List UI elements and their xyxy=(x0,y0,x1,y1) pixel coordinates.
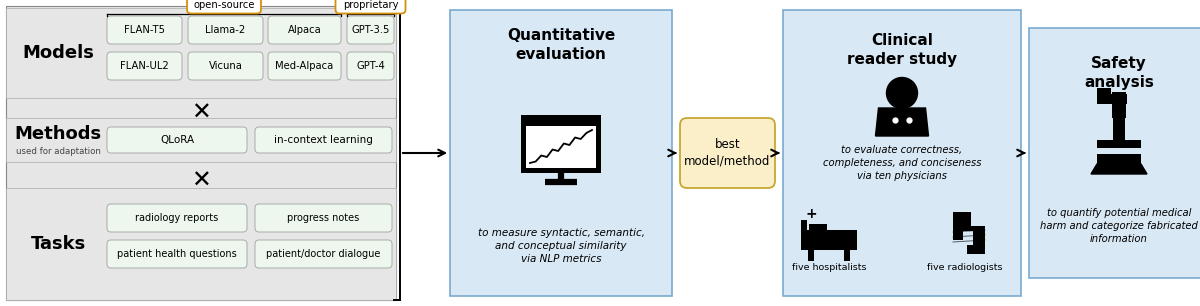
Bar xyxy=(808,249,814,261)
Text: GPT-3.5: GPT-3.5 xyxy=(352,25,390,35)
Text: Llama-2: Llama-2 xyxy=(205,25,246,35)
Text: five radiologists: five radiologists xyxy=(928,263,1003,273)
Text: best
model/method: best model/method xyxy=(684,138,770,168)
FancyBboxPatch shape xyxy=(188,52,263,80)
FancyBboxPatch shape xyxy=(187,0,262,13)
Text: Alpaca: Alpaca xyxy=(288,25,322,35)
Bar xyxy=(1112,92,1126,118)
FancyBboxPatch shape xyxy=(268,52,341,80)
Text: in-context learning: in-context learning xyxy=(274,135,373,145)
FancyBboxPatch shape xyxy=(107,240,247,268)
FancyBboxPatch shape xyxy=(254,240,392,268)
Bar xyxy=(6,118,396,162)
Bar xyxy=(1097,88,1111,96)
FancyBboxPatch shape xyxy=(336,0,406,13)
Bar xyxy=(784,10,1021,296)
FancyBboxPatch shape xyxy=(107,52,182,80)
Text: progress notes: progress notes xyxy=(287,213,360,223)
Bar xyxy=(1030,28,1200,278)
Text: patient/doctor dialogue: patient/doctor dialogue xyxy=(266,249,380,259)
FancyBboxPatch shape xyxy=(347,16,394,44)
Bar xyxy=(521,115,601,173)
Bar xyxy=(802,230,857,250)
Text: Methods: Methods xyxy=(14,125,102,143)
Text: Quantitative
evaluation: Quantitative evaluation xyxy=(506,28,616,62)
Text: to quantify potential medical
harm and categorize fabricated
information: to quantify potential medical harm and c… xyxy=(1040,208,1198,244)
Bar xyxy=(1097,140,1141,148)
Text: radiology reports: radiology reports xyxy=(136,213,218,223)
Text: proprietary: proprietary xyxy=(343,0,398,10)
Text: Models: Models xyxy=(22,44,94,62)
Text: Clinical
reader study: Clinical reader study xyxy=(847,33,958,67)
Text: GPT-4: GPT-4 xyxy=(356,61,385,71)
Text: Tasks: Tasks xyxy=(30,235,85,253)
FancyBboxPatch shape xyxy=(254,127,392,153)
Bar xyxy=(1097,94,1127,104)
Text: ✕: ✕ xyxy=(191,169,211,193)
Text: FLAN-UL2: FLAN-UL2 xyxy=(120,61,169,71)
Text: ✕: ✕ xyxy=(191,101,211,125)
Bar xyxy=(6,6,396,300)
Text: +: + xyxy=(805,207,817,221)
FancyBboxPatch shape xyxy=(107,127,247,153)
Text: five hospitalists: five hospitalists xyxy=(792,263,866,273)
Bar xyxy=(964,231,973,245)
Polygon shape xyxy=(876,108,929,136)
Bar xyxy=(6,188,396,300)
Text: Med-Alpaca: Med-Alpaca xyxy=(275,61,334,71)
Bar xyxy=(844,249,850,261)
Text: open-source: open-source xyxy=(193,0,254,10)
FancyBboxPatch shape xyxy=(268,16,341,44)
Text: patient health questions: patient health questions xyxy=(118,249,236,259)
Polygon shape xyxy=(1091,164,1147,174)
FancyBboxPatch shape xyxy=(254,204,392,232)
FancyBboxPatch shape xyxy=(188,16,263,44)
Text: to measure syntactic, semantic,
and conceptual similarity
via NLP metrics: to measure syntactic, semantic, and conc… xyxy=(478,228,644,264)
Bar xyxy=(802,220,808,250)
Text: used for adaptation: used for adaptation xyxy=(16,147,101,156)
FancyBboxPatch shape xyxy=(347,52,394,80)
Bar xyxy=(526,126,596,168)
Bar xyxy=(967,226,985,254)
Text: to evaluate correctness,
completeness, and conciseness
via ten physicians: to evaluate correctness, completeness, a… xyxy=(823,145,982,181)
Circle shape xyxy=(887,77,918,109)
Bar xyxy=(953,212,971,240)
Bar xyxy=(1114,116,1126,141)
Text: Vicuna: Vicuna xyxy=(209,61,242,71)
Text: FLAN-T5: FLAN-T5 xyxy=(124,25,166,35)
Bar xyxy=(450,10,672,296)
FancyBboxPatch shape xyxy=(680,118,775,188)
FancyBboxPatch shape xyxy=(107,204,247,232)
Text: QLoRA: QLoRA xyxy=(160,135,194,145)
Text: Safety
analysis: Safety analysis xyxy=(1084,56,1154,90)
Bar xyxy=(1097,154,1141,164)
FancyBboxPatch shape xyxy=(107,16,182,44)
Bar xyxy=(6,8,396,98)
Bar xyxy=(809,224,827,238)
